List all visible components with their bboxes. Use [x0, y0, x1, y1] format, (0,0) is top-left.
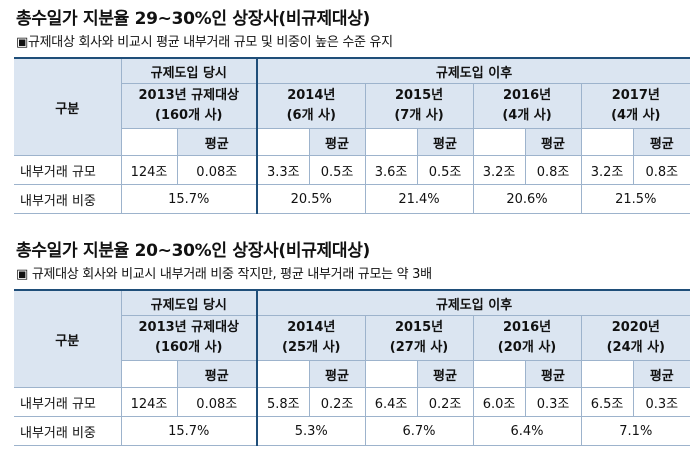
table-title: 총수일가 지분율 20~30%인 상장사(비규제대상): [16, 241, 371, 261]
avg-header: 평균: [632, 128, 691, 156]
cell-value: 0.08조: [176, 155, 258, 185]
comparison-table: 구분 규제도입 당시 규제도입 이후 2013년 규제대상 (160개 사) 20…: [14, 57, 691, 214]
row-header-cell: 구분: [14, 289, 122, 388]
cell-value: 15.7%: [120, 184, 258, 214]
cell-value: 0.2조: [308, 387, 366, 417]
cell-value: 0.2조: [416, 387, 474, 417]
cell-value: 6.4조: [364, 387, 418, 417]
cell-value: 124조: [120, 155, 178, 185]
year-header: 2014년 (6개 사): [256, 83, 366, 129]
cell-value: 6.5조: [580, 387, 634, 417]
avg-header: 평균: [416, 360, 474, 388]
group-after-header: 규제도입 이후: [256, 289, 691, 316]
table-subtitle: ▣규제대상 회사와 비교시 평균 내부거래 규모 및 비중이 높은 수준 유지: [16, 35, 393, 50]
table-row: 내부거래 비중 15.7% 5.3% 6.7% 6.4% 7.1%: [14, 416, 691, 446]
avg-header: 평균: [524, 128, 582, 156]
row-label: 내부거래 비중: [14, 416, 122, 446]
cell-value: 3.6조: [364, 155, 418, 185]
table-title: 총수일가 지분율 29~30%인 상장사(비규제대상): [16, 9, 371, 29]
year-header: 2016년 (4개 사): [472, 83, 582, 129]
avg-header: 평균: [308, 360, 366, 388]
cell-value: 6.0조: [472, 387, 526, 417]
cell-value: 3.2조: [472, 155, 526, 185]
cell-value: 15.7%: [120, 416, 258, 446]
avg-header: 평균: [524, 360, 582, 388]
cell-value: 124조: [120, 387, 178, 417]
row-label: 내부거래 규모: [14, 155, 122, 185]
comparison-table: 구분 규제도입 당시 규제도입 이후 2013년 규제대상 (160개 사) 20…: [14, 289, 691, 446]
cell-value: 0.3조: [524, 387, 582, 417]
group-after-header: 규제도입 이후: [256, 57, 691, 84]
cell-value: 0.3조: [632, 387, 691, 417]
cell-value: 21.5%: [580, 184, 691, 214]
table-subtitle: ▣ 규제대상 회사와 비교시 내부거래 비중 작지만, 평균 내부거래 규모는 …: [16, 267, 432, 282]
group-before-header: 규제도입 당시: [120, 289, 258, 316]
avg-header: 평균: [308, 128, 366, 156]
cell-value: 0.08조: [176, 387, 258, 417]
cell-value: 0.8조: [524, 155, 582, 185]
year-header: 2015년 (27개 사): [364, 315, 474, 361]
cell-value: 0.5조: [416, 155, 474, 185]
table-row: 내부거래 규모 124조 0.08조 3.3조 0.5조 3.6조 0.5조 3…: [14, 155, 691, 185]
table-row: 내부거래 비중 15.7% 20.5% 21.4% 20.6% 21.5%: [14, 184, 691, 214]
base-period-header: 2013년 규제대상 (160개 사): [120, 83, 258, 129]
avg-header: 평균: [176, 360, 258, 388]
year-header: 2017년 (4개 사): [580, 83, 691, 129]
avg-header: 평균: [176, 128, 258, 156]
table-section-2: 총수일가 지분율 20~30%인 상장사(비규제대상) ▣ 규제대상 회사와 비…: [14, 236, 691, 446]
avg-header: 평균: [416, 128, 474, 156]
row-header-cell: 구분: [14, 57, 122, 156]
group-before-header: 규제도입 당시: [120, 57, 258, 84]
table-section-1: 총수일가 지분율 29~30%인 상장사(비규제대상) ▣규제대상 회사와 비교…: [14, 4, 691, 214]
cell-value: 20.5%: [256, 184, 366, 214]
cell-value: 3.3조: [256, 155, 310, 185]
year-header: 2014년 (25개 사): [256, 315, 366, 361]
cell-value: 7.1%: [580, 416, 691, 446]
row-label: 내부거래 규모: [14, 387, 122, 417]
cell-value: 0.5조: [308, 155, 366, 185]
cell-value: 3.2조: [580, 155, 634, 185]
base-period-header: 2013년 규제대상 (160개 사): [120, 315, 258, 361]
avg-header: 평균: [632, 360, 691, 388]
cell-value: 6.7%: [364, 416, 474, 446]
row-label: 내부거래 비중: [14, 184, 122, 214]
cell-value: 21.4%: [364, 184, 474, 214]
year-header: 2015년 (7개 사): [364, 83, 474, 129]
cell-value: 0.8조: [632, 155, 691, 185]
table-row: 내부거래 규모 124조 0.08조 5.8조 0.2조 6.4조 0.2조 6…: [14, 387, 691, 417]
cell-value: 5.8조: [256, 387, 310, 417]
cell-value: 6.4%: [472, 416, 582, 446]
cell-value: 20.6%: [472, 184, 582, 214]
cell-value: 5.3%: [256, 416, 366, 446]
year-header: 2016년 (20개 사): [472, 315, 582, 361]
year-header: 2020년 (24개 사): [580, 315, 691, 361]
